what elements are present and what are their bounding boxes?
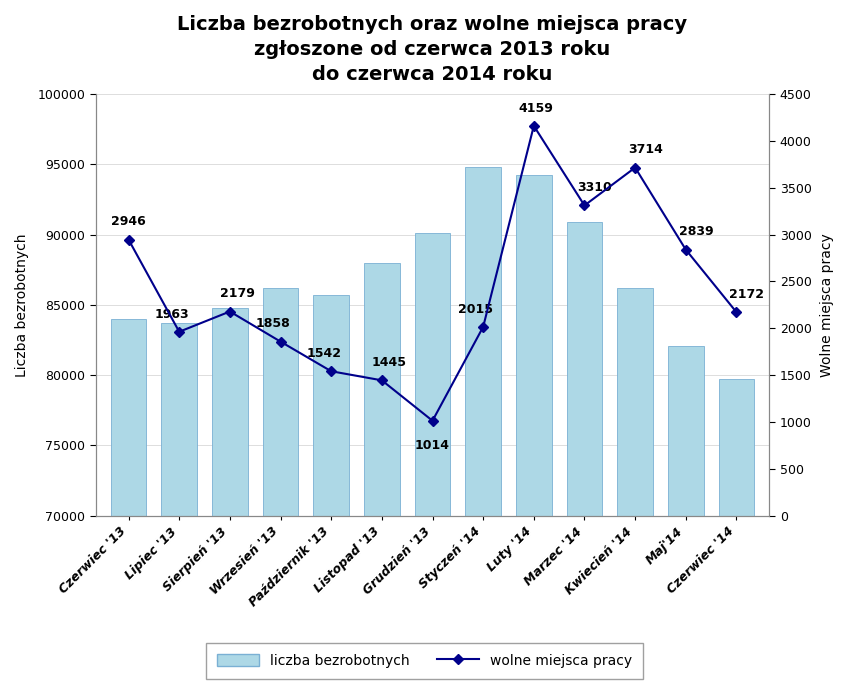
Bar — [212, 307, 248, 686]
Bar — [263, 288, 298, 686]
Title: Liczba bezrobotnych oraz wolne miejsca pracy
zgłoszone od czerwca 2013 roku
do c: Liczba bezrobotnych oraz wolne miejsca p… — [177, 15, 688, 84]
Text: 2015: 2015 — [458, 303, 493, 316]
Text: 1858: 1858 — [256, 318, 290, 331]
Bar — [668, 346, 704, 686]
Text: 3714: 3714 — [627, 143, 663, 156]
Y-axis label: Wolne miejsca pracy: Wolne miejsca pracy — [820, 233, 834, 377]
Text: 2946: 2946 — [111, 215, 146, 228]
Bar — [465, 167, 501, 686]
Bar — [364, 263, 400, 686]
Bar — [567, 222, 602, 686]
Legend: liczba bezrobotnych, wolne miejsca pracy: liczba bezrobotnych, wolne miejsca pracy — [205, 643, 644, 679]
Text: 1963: 1963 — [155, 307, 189, 320]
Text: 3310: 3310 — [577, 181, 612, 194]
Bar — [415, 233, 450, 686]
Bar — [161, 323, 197, 686]
Text: 4159: 4159 — [519, 102, 554, 115]
Text: 1542: 1542 — [306, 347, 341, 360]
Bar — [516, 176, 552, 686]
Y-axis label: Liczba bezrobotnych: Liczba bezrobotnych — [15, 233, 29, 377]
Bar — [617, 288, 653, 686]
Bar — [111, 319, 146, 686]
Text: 2172: 2172 — [729, 288, 764, 301]
Text: 2179: 2179 — [220, 287, 255, 300]
Bar — [313, 295, 349, 686]
Bar — [719, 379, 754, 686]
Text: 2839: 2839 — [678, 226, 713, 238]
Text: 1445: 1445 — [372, 356, 407, 369]
Text: 1014: 1014 — [415, 440, 450, 453]
